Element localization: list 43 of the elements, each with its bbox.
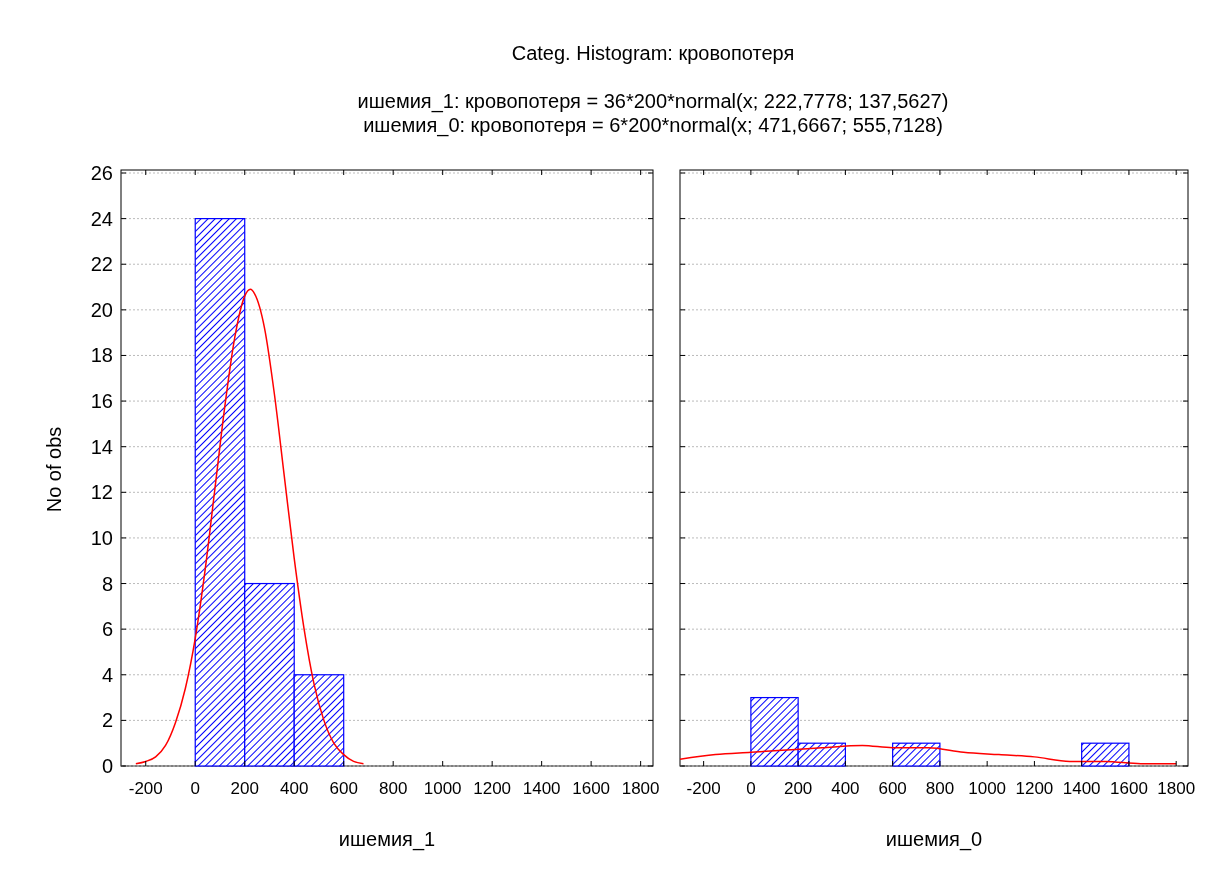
x-tick-label: 600	[878, 779, 907, 798]
y-tick-label: 16	[90, 390, 113, 413]
y-tick-label: 12	[90, 481, 113, 504]
y-tick-label: 4	[101, 663, 113, 686]
y-tick-label: 22	[90, 253, 113, 276]
chart-title: Categ. Histogram: кровопотеря	[511, 42, 795, 64]
x-tick-label: -200	[128, 779, 163, 798]
y-tick-label: 24	[90, 207, 113, 230]
x-tick-label: 200	[230, 779, 259, 798]
y-tick-label: 0	[101, 755, 113, 777]
x-tick-label: 1600	[1110, 779, 1148, 798]
x-tick-label: 1200	[1015, 779, 1054, 798]
x-axis-title: ишемия_1	[338, 828, 436, 851]
chart-subtitle: ишемия_0: кровопотеря = 6*200*normal(x; 471,6667; 555,7128)	[363, 114, 943, 137]
y-tick-label: 14	[90, 435, 113, 458]
x-tick-label: 1400	[1062, 779, 1101, 798]
x-tick-label: 200	[783, 779, 813, 798]
x-tick-label: 600	[329, 779, 358, 798]
x-tick-label: 1000	[423, 779, 462, 798]
y-tick-label: 20	[90, 298, 113, 321]
x-tick-label: 1000	[968, 779, 1007, 798]
line-series	[135, 288, 365, 765]
x-tick-label: 1200	[473, 779, 512, 798]
x-tick-label: 400	[831, 779, 860, 798]
y-tick-label: 2	[101, 709, 113, 732]
x-tick-label: 1800	[621, 779, 660, 798]
x-tick-label: 1800	[1157, 779, 1196, 798]
x-tick-label: -200	[686, 779, 721, 798]
x-tick-label: 0	[190, 779, 200, 798]
y-axis-title: No of obs	[43, 426, 65, 513]
y-tick-label: 8	[101, 572, 113, 595]
x-tick-label: 800	[925, 779, 955, 798]
x-axis-title: ишемия_0	[885, 828, 983, 851]
y-tick-label: 10	[90, 526, 113, 549]
x-tick-label: 0	[746, 779, 756, 798]
x-tick-label: 1600	[572, 779, 611, 798]
chart-subtitle: ишемия_1: кровопотеря = 36*200*normal(x; 222,7778; 137,5627)	[357, 90, 949, 113]
x-tick-label: 1400	[522, 779, 561, 798]
y-tick-label: 26	[90, 162, 113, 184]
y-tick-label: 18	[90, 344, 113, 367]
x-tick-label: 400	[280, 779, 309, 798]
y-tick-label: 6	[101, 618, 113, 641]
x-tick-label: 800	[379, 779, 408, 798]
